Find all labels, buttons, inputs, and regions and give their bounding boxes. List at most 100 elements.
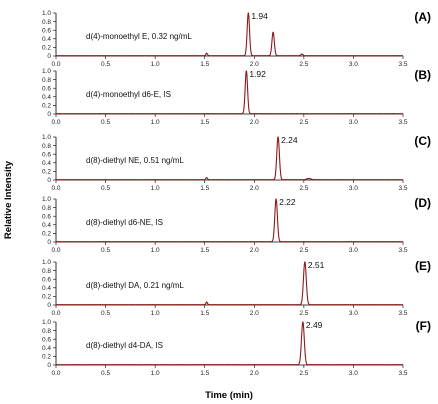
panel-e: 00.2 0.4 0.60.8 1.0 0.0 0.5 1.0 1.5 2.0 2.5 3.0 3.5…	[42, 259, 431, 317]
y-tick-label: 0.2	[42, 231, 51, 238]
x-tick-label: 1.5	[200, 61, 209, 68]
panel-c: 00.2 0.4 0.60.8 1.0 0.0 0.5 1.0 1.5 2.0 2.5 3.0 3.5…	[42, 134, 431, 192]
y-tick-label: 0.6	[42, 151, 51, 158]
x-tick-label: 1.5	[200, 370, 209, 377]
x-tick-label: 1.0	[151, 185, 160, 192]
y-tick-label: 0.4	[42, 94, 51, 101]
x-tick-label: 1.0	[151, 61, 160, 68]
x-tick-label: 3.5	[398, 310, 407, 317]
panel-a: 00.2 0.4 0.60.8 1.0 0.0 0.5 1.0 1.5 2.0 2.5 3.0 3.5…	[42, 10, 431, 68]
y-axis-title: Relative Intensity	[3, 160, 14, 239]
panel-b: 00.2 0.4 0.60.8 1.0 0.0 0.5 1.0 1.5 2.0 2.5 3.0 3.5…	[42, 68, 431, 126]
y-tick-label: 1.0	[42, 10, 51, 17]
y-tick-label: 0.4	[42, 222, 51, 229]
series-line	[55, 261, 404, 306]
trace-label: d(8)-diethyl d6-NE, IS	[86, 218, 163, 227]
trace-label: d(4)-monoethyl E, 0.32 ng/mL	[86, 32, 192, 41]
y-tick-label: 0	[47, 362, 51, 369]
trace-label: d(8)-diethyl NE, 0.51 ng/mL	[86, 156, 184, 165]
x-tick-label: 3.0	[349, 185, 358, 192]
y-tick-label: 0	[47, 302, 51, 309]
x-tick-label: 1.0	[151, 370, 160, 377]
trace-label: d(8)-diethyl d4-DA, IS	[86, 341, 163, 350]
x-tick-label: 0.5	[101, 119, 110, 126]
x-tick-label: 0.0	[51, 185, 60, 192]
x-tick-label: 1.0	[151, 247, 160, 254]
x-tick-label: 2.0	[250, 247, 259, 254]
y-tick-label: 0.6	[42, 85, 51, 92]
x-tick-label: 2.0	[250, 119, 259, 126]
x-tick-label: 2.5	[299, 61, 308, 68]
x-tick-label: 3.5	[398, 247, 407, 254]
y-tick-label: 0.6	[42, 276, 51, 283]
y-tick-label: 0	[47, 53, 51, 60]
x-tick-label: 1.0	[151, 119, 160, 126]
x-tick-label: 2.5	[299, 370, 308, 377]
series-line	[55, 321, 404, 366]
x-tick-label: 1.0	[151, 310, 160, 317]
series-line	[55, 70, 404, 115]
x-tick-label: 0.5	[101, 370, 110, 377]
peak-label: 1.94	[251, 11, 268, 21]
trace-label: d(4)-monoethyl d6-E, IS	[86, 90, 171, 99]
y-tick-label: 0.8	[42, 205, 51, 212]
y-tick-label: 0.4	[42, 160, 51, 167]
x-tick-label: 0.5	[101, 61, 110, 68]
y-tick-label: 1.0	[42, 68, 51, 75]
x-tick-label: 0.0	[51, 119, 60, 126]
x-tick-label: 3.5	[398, 370, 407, 377]
x-tick-label: 0.5	[101, 185, 110, 192]
x-tick-label: 0.0	[51, 247, 60, 254]
x-tick-label: 2.0	[250, 370, 259, 377]
peak-label: 2.49	[306, 320, 323, 330]
y-tick-label: 0.8	[42, 19, 51, 26]
y-tick-label: 1.0	[42, 134, 51, 141]
x-tick-label: 2.0	[250, 185, 259, 192]
panel-d: 00.2 0.4 0.60.8 1.0 0.0 0.5 1.0 1.5 2.0 2.5 3.0 3.5…	[42, 196, 431, 254]
x-tick-label: 3.5	[398, 119, 407, 126]
y-tick-label: 0.2	[42, 45, 51, 52]
x-tick-label: 3.0	[349, 310, 358, 317]
y-tick-label: 0.8	[42, 328, 51, 335]
y-tick-label: 0.6	[42, 336, 51, 343]
x-tick-label: 2.5	[299, 185, 308, 192]
x-tick-label: 3.0	[349, 119, 358, 126]
y-tick-label: 0	[47, 239, 51, 246]
x-tick-label: 2.0	[250, 310, 259, 317]
x-tick-label: 2.5	[299, 119, 308, 126]
peak-label: 2.24	[281, 135, 298, 145]
panel-letter: (E)	[415, 259, 431, 273]
y-tick-label: 0	[47, 177, 51, 184]
panels-group: 00.20.40.60.81.00.0 0.5 1.0 1.5 2.0 2.5 3.0 3.5…	[42, 10, 431, 377]
x-tick-label: 3.5	[398, 185, 407, 192]
series-line	[55, 12, 404, 57]
y-tick-label: 1.0	[42, 319, 51, 326]
x-tick-label: 0.0	[51, 61, 60, 68]
peak-label: 2.51	[308, 260, 325, 270]
x-tick-label: 3.5	[398, 61, 407, 68]
x-tick-label: 3.0	[349, 370, 358, 377]
y-tick-label: 0.8	[42, 77, 51, 84]
y-tick-label: 0.4	[42, 345, 51, 352]
panel-letter: (F)	[416, 319, 431, 333]
x-tick-label: 0.5	[101, 310, 110, 317]
y-tick-label: 0.8	[42, 143, 51, 150]
panel-letter: (C)	[414, 134, 431, 148]
peak-label: 1.92	[249, 69, 266, 79]
panel-letter: (A)	[414, 10, 431, 24]
y-tick-label: 0.2	[42, 103, 51, 110]
x-tick-label: 3.0	[349, 247, 358, 254]
series-line	[55, 136, 404, 181]
y-tick-label: 1.0	[42, 196, 51, 203]
y-tick-label: 0	[47, 111, 51, 118]
x-tick-label: 1.5	[200, 185, 209, 192]
panel-f: 00.2 0.4 0.60.8 1.0 0.0 0.5 1.0 1.5 2.0 2.5 3.0 3.5…	[42, 319, 431, 377]
x-tick-label: 3.0	[349, 61, 358, 68]
x-tick-label: 0.0	[51, 370, 60, 377]
peak-label: 2.22	[279, 197, 296, 207]
y-tick-label: 0.2	[42, 169, 51, 176]
panel-letter: (D)	[414, 196, 431, 210]
y-tick-label: 0.4	[42, 36, 51, 43]
x-tick-label: 2.5	[299, 310, 308, 317]
